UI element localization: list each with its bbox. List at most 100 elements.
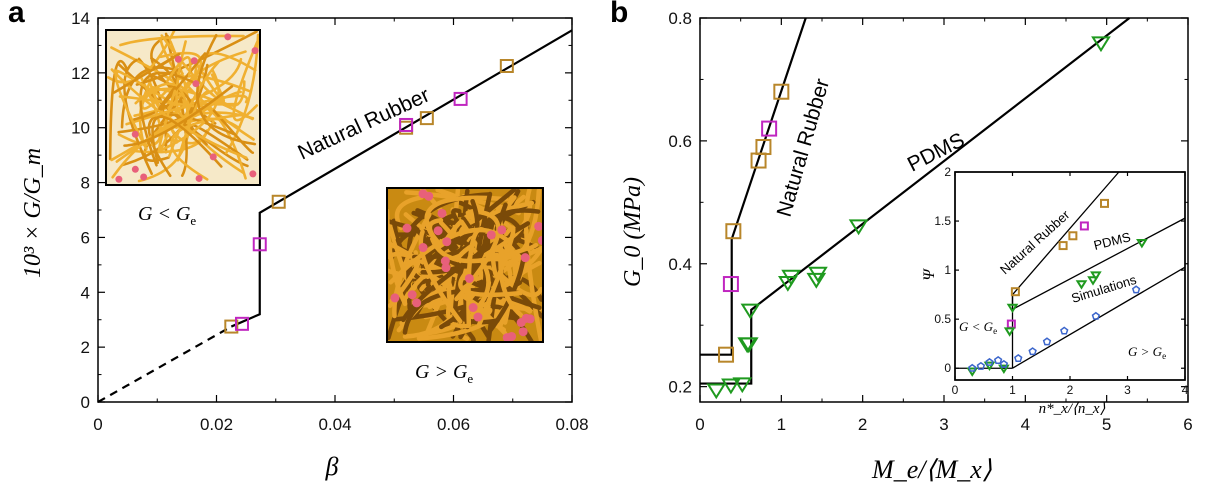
inset-image-above-ge — [386, 187, 544, 343]
data-point-square — [499, 59, 514, 73]
y-tick-label: 1 — [944, 263, 951, 277]
data-point-triangle — [706, 383, 727, 400]
x-tick-label: 0.06 — [437, 415, 470, 434]
crosslink-bead — [442, 237, 452, 247]
data-point-triangle — [806, 272, 827, 289]
inset-y-axis-label: Ψ — [921, 268, 938, 281]
data-point-pentagon — [1028, 347, 1037, 356]
fit-line-natural-rubber — [700, 17, 807, 356]
y-tick-label: 0.4 — [668, 255, 692, 274]
data-point-square — [453, 91, 468, 106]
data-point-triangle — [998, 364, 1010, 374]
data-point-triangle — [1003, 327, 1016, 337]
crosslink-bead — [534, 221, 542, 231]
data-point-pentagon — [976, 361, 986, 370]
data-point-triangle — [1091, 36, 1111, 53]
data-point-square — [252, 237, 267, 252]
crosslink-bead — [437, 208, 447, 218]
polymer-strand — [388, 276, 417, 341]
x-axis-label-a: β — [325, 452, 339, 481]
x-tick-label: 0.02 — [200, 415, 233, 434]
inset-fit-pdms — [1012, 217, 1186, 310]
label-g-below-ge: G < Ge — [138, 203, 196, 228]
polymer-strand — [110, 46, 187, 95]
crosslink-bead — [468, 303, 478, 313]
inset-image-below-ge — [105, 29, 261, 186]
y-tick-label: 8 — [81, 174, 90, 193]
crosslink-bead — [190, 57, 198, 65]
data-point-pentagon — [1042, 337, 1052, 346]
data-point-pentagon — [999, 359, 1009, 368]
data-point-square — [718, 346, 735, 363]
fit-line — [230, 29, 573, 328]
crosslink-bead — [497, 225, 507, 235]
polymer-strand — [123, 85, 234, 147]
x-tick-label: 0 — [952, 383, 959, 397]
y-tick-label: 2 — [81, 338, 90, 357]
data-point-square — [234, 316, 249, 331]
polymer-strand — [132, 129, 209, 154]
polymer-strand — [114, 69, 177, 107]
fit-line-dashed — [97, 325, 232, 403]
polymer-strand — [388, 208, 408, 307]
data-point-pentagon — [985, 357, 994, 366]
inset-label-left: G < Ge — [959, 319, 997, 336]
data-point-triangle — [808, 266, 828, 283]
data-point-triangle — [1006, 303, 1019, 314]
inset-label-right: G > Ge — [1128, 344, 1166, 361]
crosslink-bead — [209, 153, 217, 161]
crosslink-bead — [195, 174, 203, 182]
polymer-strand — [388, 227, 510, 285]
label-g-above-ge: G > Ge — [415, 361, 473, 386]
crosslink-bead — [537, 235, 542, 245]
x-tick-label: 2 — [1067, 383, 1074, 397]
data-point-pentagon — [1014, 353, 1023, 362]
polymer-strand — [120, 66, 181, 129]
polymer-strand — [157, 89, 177, 152]
data-point-square — [1010, 287, 1020, 297]
x-tick-label: 5 — [1102, 415, 1111, 434]
polymer-strand — [170, 113, 246, 181]
y-tick-label: 2 — [944, 165, 951, 179]
data-point-triangle — [1090, 271, 1102, 281]
x-tick-label: 3 — [1124, 383, 1131, 397]
polymer-strand — [165, 56, 192, 83]
crosslink-bead — [502, 333, 512, 341]
crosslink-bead — [433, 226, 443, 236]
y-tick-label: 0 — [944, 361, 951, 375]
x-tick-label: 4 — [1021, 415, 1030, 434]
x-tick-label: 0.04 — [318, 415, 351, 434]
crosslink-bead — [402, 223, 412, 233]
crosslink-bead — [249, 170, 257, 178]
data-point-square — [399, 117, 414, 132]
crosslink-bead — [516, 318, 526, 328]
data-point-triangle — [848, 219, 869, 236]
data-point-pentagon — [1060, 326, 1069, 335]
y-tick-label: 6 — [81, 228, 90, 247]
crosslink-bead — [441, 263, 451, 273]
crosslink-bead — [418, 243, 428, 253]
crosslink-bead — [412, 298, 422, 308]
data-point-square — [773, 83, 790, 100]
data-point-square — [1079, 221, 1089, 231]
crosslink-bead — [140, 173, 148, 181]
data-point-triangle — [740, 303, 761, 320]
data-point-square — [271, 194, 286, 209]
data-point-triangle — [732, 377, 753, 394]
polymer-strand — [151, 115, 223, 168]
crosslink-bead — [174, 55, 182, 63]
data-point-triangle — [1087, 276, 1099, 286]
polymer-strand — [112, 52, 181, 94]
y-axis-label-a: 10³ × G/G_m — [20, 148, 46, 278]
panel-label-a: a — [8, 0, 25, 29]
polymer-strand — [114, 71, 148, 151]
polymer-strand — [167, 60, 220, 158]
polymer-strand — [402, 287, 523, 335]
polymer-strand — [412, 224, 489, 269]
polymer-strand — [497, 271, 542, 298]
data-point-triangle — [1136, 239, 1148, 249]
x-tick-label: 1 — [1009, 383, 1016, 397]
data-point-triangle — [738, 337, 759, 354]
polymer-strand — [418, 229, 463, 324]
